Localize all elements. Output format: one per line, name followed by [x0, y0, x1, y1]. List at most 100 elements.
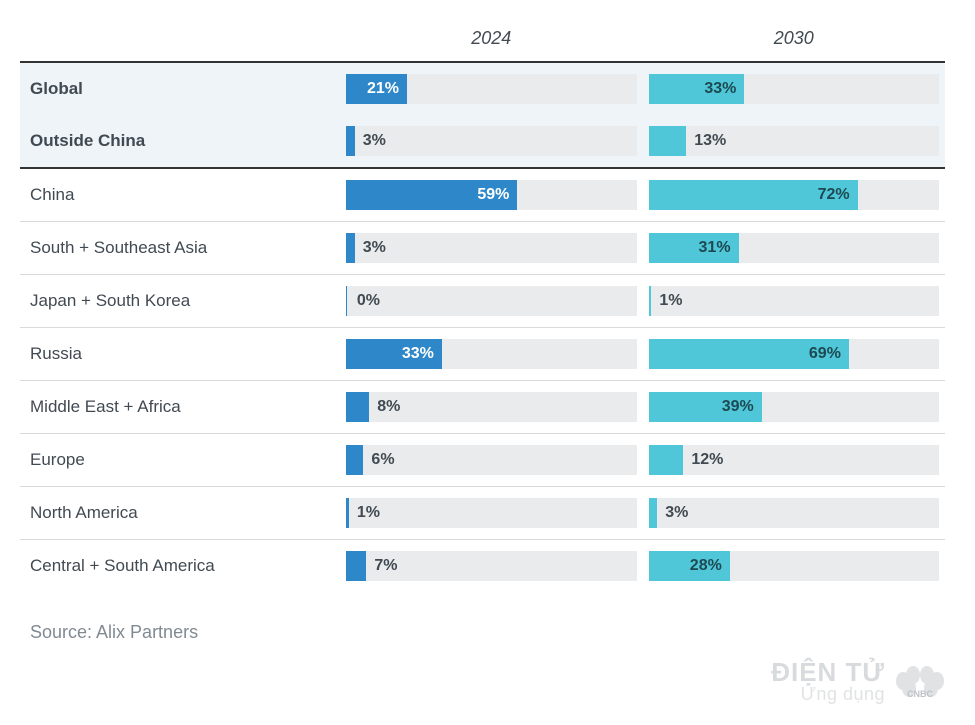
- bar-cell: 8%: [340, 392, 643, 422]
- bar-fill: 28%: [649, 551, 730, 581]
- row-label: China: [20, 185, 340, 205]
- bar-track: 31%: [649, 233, 940, 263]
- row-label: Central + South America: [20, 556, 340, 576]
- bar-fill: [346, 126, 355, 156]
- watermark-top: ĐIỆN TỬ: [771, 659, 885, 685]
- bar-cell: 33%: [643, 74, 946, 104]
- bar-cell: 28%: [643, 551, 946, 581]
- bar-track: 21%: [346, 74, 637, 104]
- bar-cell: 0%: [340, 286, 643, 316]
- table-row: China 59% 72%: [20, 169, 945, 221]
- chart-rows: Global 21% 33% Outside China 3% 13% China 59% 72…: [20, 63, 945, 592]
- bar-value-label: 72%: [818, 186, 850, 204]
- bar-track: 1%: [649, 286, 940, 316]
- bar-track: 1%: [346, 498, 637, 528]
- bar-fill: 59%: [346, 180, 517, 210]
- bar-fill: [649, 126, 687, 156]
- row-label: Europe: [20, 450, 340, 470]
- bar-track: 8%: [346, 392, 637, 422]
- year-header-2024: 2024: [340, 28, 643, 49]
- bar-cell: 31%: [643, 233, 946, 263]
- row-label: Middle East + Africa: [20, 397, 340, 417]
- table-row: North America 1% 3%: [20, 487, 945, 539]
- bar-track: 7%: [346, 551, 637, 581]
- bar-fill: 69%: [649, 339, 849, 369]
- bar-cell: 3%: [340, 233, 643, 263]
- cnbc-logo-icon: CNBC: [895, 663, 945, 699]
- bar-track: 13%: [649, 126, 940, 156]
- table-row: Europe 6% 12%: [20, 434, 945, 486]
- bar-fill: [649, 286, 652, 316]
- bar-fill: 21%: [346, 74, 407, 104]
- bar-fill: [346, 498, 349, 528]
- bar-cell: 7%: [340, 551, 643, 581]
- bar-cell: 33%: [340, 339, 643, 369]
- row-label: Global: [20, 79, 340, 99]
- table-row: Middle East + Africa 8% 39%: [20, 381, 945, 433]
- bar-value-label: 28%: [690, 557, 722, 575]
- bar-track: 3%: [649, 498, 940, 528]
- table-row: Global 21% 33%: [20, 63, 945, 115]
- bar-track: 69%: [649, 339, 940, 369]
- bar-fill: 72%: [649, 180, 858, 210]
- bar-value-label: 12%: [691, 451, 723, 469]
- bar-fill: [649, 498, 658, 528]
- bar-cell: 72%: [643, 180, 946, 210]
- bar-fill: 33%: [649, 74, 745, 104]
- bar-cell: 3%: [340, 126, 643, 156]
- bar-cell: 13%: [643, 126, 946, 156]
- bar-track: 3%: [346, 126, 637, 156]
- bar-value-label: 1%: [357, 504, 380, 522]
- bar-value-label: 6%: [371, 451, 394, 469]
- bar-track: 0%: [346, 286, 637, 316]
- bar-track: 39%: [649, 392, 940, 422]
- bar-value-label: 8%: [377, 398, 400, 416]
- bar-cell: 39%: [643, 392, 946, 422]
- table-row: Outside China 3% 13%: [20, 115, 945, 167]
- bar-fill: [649, 445, 684, 475]
- bar-fill: 33%: [346, 339, 442, 369]
- svg-text:CNBC: CNBC: [907, 689, 933, 699]
- bar-fill: 39%: [649, 392, 762, 422]
- bar-fill: [346, 551, 366, 581]
- bar-value-label: 7%: [374, 557, 397, 575]
- bar-value-label: 59%: [477, 186, 509, 204]
- bar-track: 12%: [649, 445, 940, 475]
- bar-fill: [346, 392, 369, 422]
- year-header-2030: 2030: [643, 28, 946, 49]
- bar-cell: 3%: [643, 498, 946, 528]
- row-label: Outside China: [20, 131, 340, 151]
- bar-cell: 1%: [643, 286, 946, 316]
- bar-value-label: 31%: [699, 239, 731, 257]
- watermark: ĐIỆN TỬ Ứng dụng CNBC: [771, 659, 945, 703]
- table-row: South + Southeast Asia 3% 31%: [20, 222, 945, 274]
- bar-value-label: 3%: [665, 504, 688, 522]
- bar-cell: 6%: [340, 445, 643, 475]
- bar-fill: [346, 445, 363, 475]
- bar-value-label: 0%: [357, 292, 380, 310]
- row-label: Russia: [20, 344, 340, 364]
- bar-track: 59%: [346, 180, 637, 210]
- row-label: Japan + South Korea: [20, 291, 340, 311]
- bar-value-label: 21%: [367, 80, 399, 98]
- bar-track: 33%: [346, 339, 637, 369]
- bar-track: 33%: [649, 74, 940, 104]
- table-row: Japan + South Korea 0% 1%: [20, 275, 945, 327]
- row-label: South + Southeast Asia: [20, 238, 340, 258]
- table-row: Central + South America 7% 28%: [20, 540, 945, 592]
- row-label: North America: [20, 503, 340, 523]
- chart-container: 2024 2030 Global 21% 33% Outside China 3% 13%…: [0, 0, 975, 725]
- bar-track: 28%: [649, 551, 940, 581]
- watermark-text: ĐIỆN TỬ Ứng dụng: [771, 659, 885, 703]
- bar-value-label: 33%: [402, 345, 434, 363]
- bar-value-label: 13%: [694, 132, 726, 150]
- bar-track: 3%: [346, 233, 637, 263]
- bar-fill: 31%: [649, 233, 739, 263]
- bar-value-label: 33%: [704, 80, 736, 98]
- bar-value-label: 3%: [363, 132, 386, 150]
- source-label: Source: Alix Partners: [20, 622, 945, 643]
- bar-track: 72%: [649, 180, 940, 210]
- bar-value-label: 1%: [659, 292, 682, 310]
- bar-track: 6%: [346, 445, 637, 475]
- bar-fill: [346, 233, 355, 263]
